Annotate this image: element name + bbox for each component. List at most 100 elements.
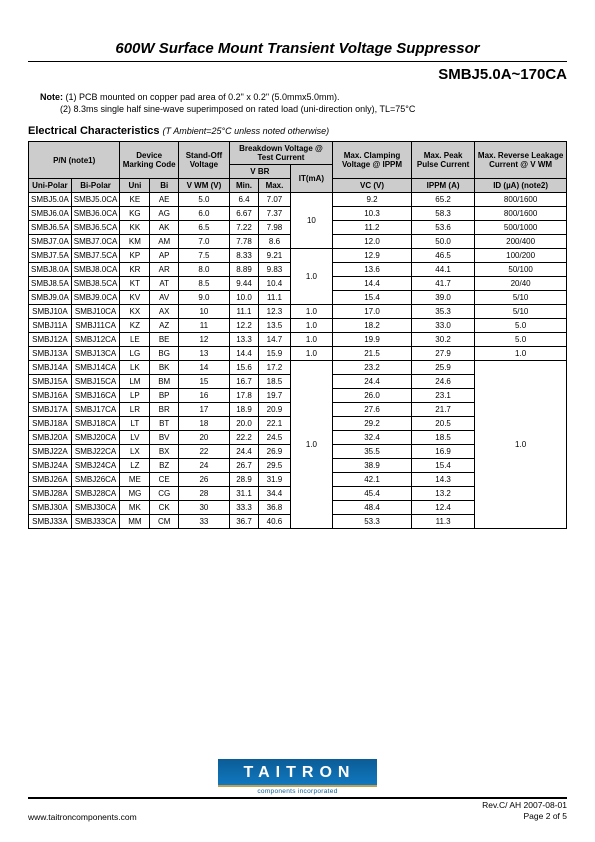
cell: 27.6 (333, 403, 412, 417)
cell: BG (150, 347, 179, 361)
cell: 46.5 (411, 249, 474, 263)
cell: SMBJ7.5A (29, 249, 72, 263)
cell: 15.6 (229, 361, 258, 375)
cell: LZ (120, 459, 150, 473)
cell: 20/40 (475, 277, 567, 291)
cell: SMBJ18CA (71, 417, 120, 431)
note-1: (1) PCB mounted on copper pad area of 0.… (66, 92, 340, 102)
th-bi: Bi-Polar (71, 179, 120, 193)
cell: 30.2 (411, 333, 474, 347)
cell: BK (150, 361, 179, 375)
footer-rule (28, 797, 567, 799)
cell: 6.4 (229, 193, 258, 207)
cell: BT (150, 417, 179, 431)
cell: 20.0 (229, 417, 258, 431)
cell: SMBJ13CA (71, 347, 120, 361)
section-title-text: Electrical Characteristics (28, 125, 159, 137)
cell: 36.8 (259, 501, 291, 515)
cell: 500/1000 (475, 221, 567, 235)
cell: MM (120, 515, 150, 529)
cell: 26 (178, 473, 229, 487)
cell: SMBJ22A (29, 445, 72, 459)
cell: 35.3 (411, 305, 474, 319)
cell: ME (120, 473, 150, 487)
cell: 23.1 (411, 389, 474, 403)
cell: 24 (178, 459, 229, 473)
cell: 7.98 (259, 221, 291, 235)
th-bi2: Bi (150, 179, 179, 193)
cell: KE (120, 193, 150, 207)
cell: BZ (150, 459, 179, 473)
cell: 50.0 (411, 235, 474, 249)
cell: SMBJ6.5CA (71, 221, 120, 235)
notes-block: Note: (1) PCB mounted on copper pad area… (40, 91, 567, 115)
th-standoff: Stand-Off Voltage (178, 142, 229, 179)
cell: AZ (150, 319, 179, 333)
cell: KZ (120, 319, 150, 333)
cell: 16.7 (229, 375, 258, 389)
cell: LM (120, 375, 150, 389)
cell: SMBJ16A (29, 389, 72, 403)
cell: 18.2 (333, 319, 412, 333)
cell: 7.0 (178, 235, 229, 249)
cell: 13.2 (411, 487, 474, 501)
cell: SMBJ13A (29, 347, 72, 361)
page-footer: TAITRON components incorporated www.tait… (28, 759, 567, 822)
table-row: SMBJ7.5ASMBJ7.5CAKPAP7.58.339.211.012.94… (29, 249, 567, 263)
cell: 18.9 (229, 403, 258, 417)
cell: BE (150, 333, 179, 347)
cell: 11.1 (259, 291, 291, 305)
th-vwm: V WM (V) (178, 179, 229, 193)
cell: BM (150, 375, 179, 389)
cell: 6.5 (178, 221, 229, 235)
cell: 26.7 (229, 459, 258, 473)
cell: SMBJ6.5A (29, 221, 72, 235)
cell: AV (150, 291, 179, 305)
cell: 10 (290, 193, 332, 249)
cell: 10.4 (259, 277, 291, 291)
cell: 5.0 (475, 319, 567, 333)
cell: 28.9 (229, 473, 258, 487)
section-condition: (T Ambient=25°C unless noted otherwise) (163, 126, 330, 136)
th-id: ID (µA) (note2) (475, 179, 567, 193)
cell: 12 (178, 333, 229, 347)
cell: SMBJ18A (29, 417, 72, 431)
cell: 800/1600 (475, 193, 567, 207)
cell: SMBJ28CA (71, 487, 120, 501)
cell: 12.4 (411, 501, 474, 515)
cell: 27.9 (411, 347, 474, 361)
cell: SMBJ30A (29, 501, 72, 515)
cell: 7.37 (259, 207, 291, 221)
th-ippm: IPPM (A) (411, 179, 474, 193)
cell: LP (120, 389, 150, 403)
cell: AP (150, 249, 179, 263)
cell: 16.9 (411, 445, 474, 459)
cell: 9.21 (259, 249, 291, 263)
cell: CE (150, 473, 179, 487)
cell: 1.0 (290, 347, 332, 361)
cell: 31.1 (229, 487, 258, 501)
cell: 200/400 (475, 235, 567, 249)
cell: LT (120, 417, 150, 431)
page-title: 600W Surface Mount Transient Voltage Sup… (28, 40, 567, 57)
cell: 17.0 (333, 305, 412, 319)
cell: 31.9 (259, 473, 291, 487)
cell: MG (120, 487, 150, 501)
cell: LR (120, 403, 150, 417)
cell: 11 (178, 319, 229, 333)
cell: AT (150, 277, 179, 291)
cell: AK (150, 221, 179, 235)
cell: SMBJ11A (29, 319, 72, 333)
cell: 14.7 (259, 333, 291, 347)
cell: 14.4 (229, 347, 258, 361)
cell: 29.5 (259, 459, 291, 473)
cell: LG (120, 347, 150, 361)
cell: 6.0 (178, 207, 229, 221)
cell: KK (120, 221, 150, 235)
notes-label: Note: (40, 92, 63, 102)
cell: 14 (178, 361, 229, 375)
cell: SMBJ12CA (71, 333, 120, 347)
cell: 10.3 (333, 207, 412, 221)
cell: SMBJ33A (29, 515, 72, 529)
cell: SMBJ16CA (71, 389, 120, 403)
